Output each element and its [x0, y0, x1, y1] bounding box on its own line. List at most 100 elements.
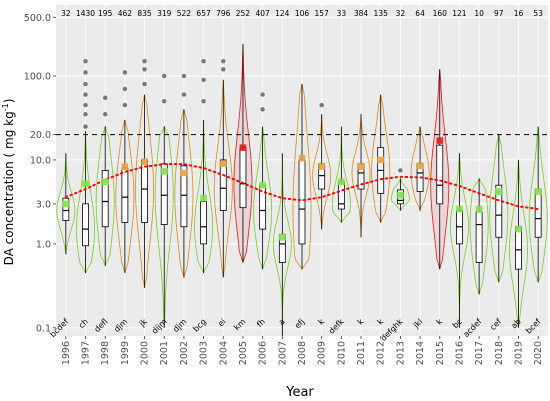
n-count-2020: 53 — [533, 9, 543, 18]
box-2000 — [141, 159, 148, 223]
x-tick-2008: 2008 — [297, 341, 308, 365]
x-tick-1997: 1997 — [81, 341, 92, 365]
n-count-2017: 10 — [474, 9, 484, 18]
mean-2017 — [475, 205, 483, 213]
letters-2011: k — [356, 317, 366, 327]
box-2015 — [436, 144, 444, 205]
x-tick-1999: 1999 — [120, 341, 131, 365]
violin-2020 — [528, 126, 548, 284]
mean-2011 — [357, 163, 365, 171]
box-2004 — [219, 159, 227, 211]
mean-2012 — [377, 156, 385, 164]
y-tick-label: 500.0 — [24, 13, 51, 24]
x-tick-2018: 2018 — [494, 341, 505, 365]
outlier-point — [142, 81, 147, 87]
outlier-point — [260, 92, 265, 97]
outlier-point — [122, 70, 128, 75]
mean-2013 — [397, 191, 404, 199]
box-1998 — [101, 170, 109, 228]
y-axis-ticks: 0.1 1.0 3.0 10.0 20.0 100.0 500.0 — [24, 13, 56, 334]
mean-2001 — [160, 168, 168, 175]
x-tick-2009: 2009 — [317, 341, 328, 365]
n-count-2019: 16 — [514, 9, 524, 18]
y-tick-label: 1.0 — [36, 239, 51, 250]
violin-2014 — [410, 126, 430, 212]
outlier-point — [122, 86, 128, 92]
x-tick-2004: 2004 — [218, 341, 229, 365]
n-count-2011: 384 — [354, 9, 369, 18]
x-tick-2011: 2011 — [356, 341, 367, 365]
n-count-2003: 657 — [196, 9, 211, 18]
x-tick-2006: 2006 — [258, 341, 269, 365]
letters-2004: ei — [216, 317, 227, 328]
mean-2004 — [219, 160, 227, 168]
box-2019 — [515, 226, 522, 270]
outlier-point — [181, 92, 187, 97]
mean-2018 — [495, 188, 503, 195]
violin-2009 — [312, 114, 332, 230]
box-2010 — [337, 181, 345, 210]
box-2002 — [180, 165, 188, 228]
box-2017 — [475, 211, 483, 263]
n-count-2018: 97 — [494, 9, 504, 18]
x-tick-1998: 1998 — [100, 341, 111, 365]
x-tick-2014: 2014 — [415, 341, 426, 365]
outlier-point — [201, 77, 206, 83]
outlier-point — [201, 58, 206, 64]
x-tick-2017: 2017 — [474, 341, 485, 365]
outlier-point — [162, 73, 167, 79]
mean-markers — [62, 137, 542, 241]
x-tick-2000: 2000 — [140, 341, 151, 365]
outlier-point — [83, 92, 88, 97]
n-count-2013: 32 — [396, 9, 406, 18]
x-tick-2016: 2016 — [454, 341, 465, 365]
trend-line — [64, 163, 540, 211]
letters-2015: k — [435, 317, 445, 327]
mean-2009 — [318, 163, 325, 171]
mean-1997 — [82, 180, 89, 188]
n-count-2000: 835 — [137, 9, 152, 18]
violin-2010 — [331, 126, 351, 224]
sample-counts: 32 1430 195 462 835 319 522 657 796 252 407 124 106 1… — [61, 9, 543, 18]
violin-2006 — [253, 126, 273, 271]
mean-2007 — [279, 233, 286, 241]
y-tick-label: 3.0 — [36, 199, 51, 210]
mean-1996 — [62, 200, 70, 208]
x-tick-2005: 2005 — [238, 341, 249, 365]
mean-1999 — [121, 163, 129, 171]
x-axis-ticks: 1996 1997 1998 1999 2000 2001 2002 2003 2004 2005… — [61, 336, 544, 365]
n-count-2015: 160 — [433, 9, 448, 18]
mean-2010 — [338, 178, 345, 186]
x-tick-2010: 2010 — [336, 341, 347, 365]
outlier-point — [181, 73, 187, 79]
outlier-point — [103, 95, 108, 100]
n-count-2008: 106 — [295, 9, 310, 18]
n-count-2014: 64 — [415, 9, 425, 18]
n-count-1998: 195 — [98, 9, 113, 18]
outlier-point — [398, 168, 403, 173]
letters-2006: fh — [255, 317, 267, 329]
letters-2012: k — [375, 317, 385, 327]
n-count-2004: 796 — [216, 9, 231, 18]
letters-2007: a — [277, 317, 287, 327]
y-tick-label: 10.0 — [30, 155, 51, 166]
outlier-point — [83, 81, 88, 87]
outlier-point — [103, 112, 108, 117]
box-2003 — [200, 201, 208, 245]
x-tick-2015: 2015 — [435, 341, 446, 365]
violin-2011 — [351, 114, 371, 238]
mean-2005 — [239, 144, 247, 151]
outlier-point — [319, 102, 324, 108]
box-2020 — [534, 188, 542, 238]
outlier-point — [122, 102, 128, 108]
box-1997 — [82, 203, 89, 247]
mean-2006 — [259, 181, 266, 189]
x-tick-2019: 2019 — [513, 341, 524, 365]
y-tick-label: 100.0 — [24, 71, 51, 82]
n-count-2005: 252 — [236, 9, 251, 18]
n-count-2007: 124 — [275, 9, 290, 18]
outlier-point — [83, 58, 88, 64]
outlier-point — [83, 70, 88, 75]
mean-2008 — [298, 154, 306, 162]
